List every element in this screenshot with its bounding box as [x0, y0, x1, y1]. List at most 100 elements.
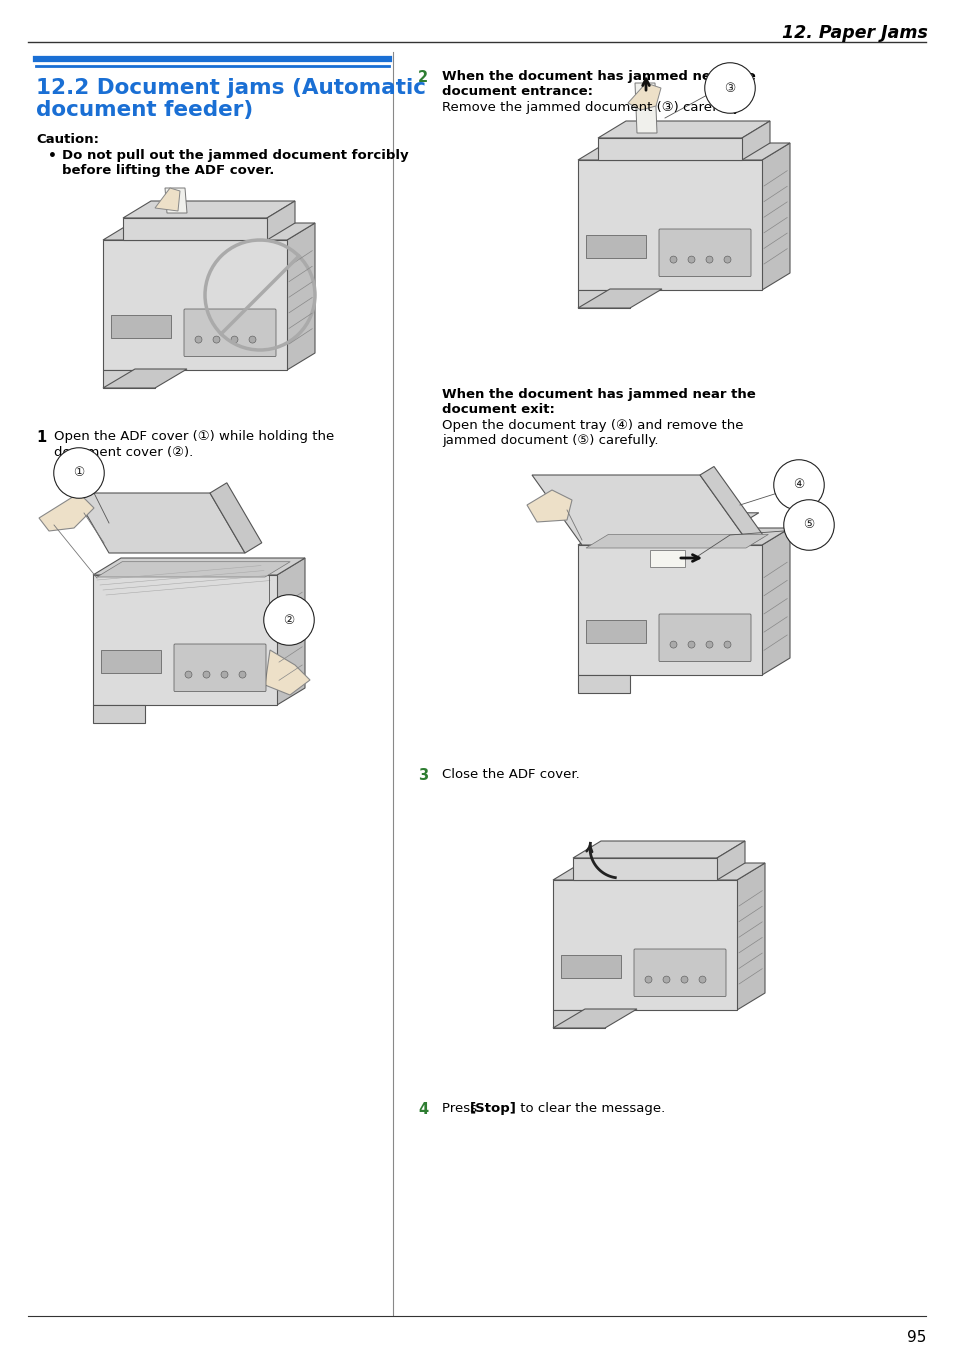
Polygon shape — [635, 84, 657, 133]
Polygon shape — [532, 474, 749, 545]
Text: •: • — [48, 150, 57, 163]
Circle shape — [194, 336, 202, 344]
Text: Caution:: Caution: — [36, 133, 99, 146]
Polygon shape — [210, 483, 261, 553]
Polygon shape — [103, 369, 187, 388]
Text: 3: 3 — [417, 768, 428, 783]
Text: Close the ADF cover.: Close the ADF cover. — [441, 768, 579, 780]
Polygon shape — [154, 187, 180, 212]
Text: 1: 1 — [36, 430, 46, 445]
Polygon shape — [578, 288, 661, 307]
Circle shape — [644, 976, 651, 983]
Text: Open the document tray (④) and remove the: Open the document tray (④) and remove th… — [441, 419, 742, 431]
Circle shape — [203, 671, 210, 678]
Polygon shape — [92, 705, 145, 723]
FancyBboxPatch shape — [659, 229, 750, 276]
Polygon shape — [578, 160, 761, 290]
Circle shape — [221, 671, 228, 678]
Polygon shape — [92, 576, 276, 705]
Polygon shape — [573, 857, 717, 880]
Polygon shape — [553, 863, 764, 880]
Text: [Stop]: [Stop] — [470, 1103, 517, 1115]
Polygon shape — [737, 863, 764, 1010]
Polygon shape — [103, 369, 154, 388]
Circle shape — [723, 642, 730, 648]
Text: 4: 4 — [417, 1103, 428, 1117]
Circle shape — [249, 336, 255, 344]
Polygon shape — [165, 187, 187, 213]
Circle shape — [680, 976, 687, 983]
Text: Remove the jammed document (③) carefully.: Remove the jammed document (③) carefully… — [441, 101, 742, 115]
Text: document exit:: document exit: — [441, 403, 555, 417]
Polygon shape — [578, 528, 789, 545]
Text: ④: ④ — [793, 479, 803, 492]
Polygon shape — [578, 290, 629, 307]
Circle shape — [213, 336, 220, 344]
Polygon shape — [123, 218, 267, 240]
Text: to clear the message.: to clear the message. — [516, 1103, 664, 1115]
FancyBboxPatch shape — [184, 309, 275, 356]
Polygon shape — [598, 137, 741, 160]
Text: ①: ① — [73, 466, 85, 480]
Circle shape — [705, 642, 712, 648]
Text: 12. Paper Jams: 12. Paper Jams — [781, 24, 927, 42]
FancyBboxPatch shape — [659, 613, 750, 662]
Text: ②: ② — [283, 613, 294, 627]
Polygon shape — [553, 1010, 637, 1029]
Circle shape — [185, 671, 192, 678]
Circle shape — [669, 642, 677, 648]
Text: 12.2 Document jams (Automatic: 12.2 Document jams (Automatic — [36, 78, 426, 98]
Polygon shape — [265, 650, 310, 696]
Polygon shape — [578, 545, 761, 675]
Polygon shape — [74, 493, 245, 553]
Polygon shape — [39, 493, 94, 531]
Polygon shape — [526, 491, 572, 522]
Polygon shape — [700, 466, 763, 545]
Polygon shape — [585, 534, 767, 549]
Polygon shape — [578, 675, 629, 693]
Bar — [560, 954, 620, 979]
Text: 95: 95 — [905, 1330, 925, 1345]
Text: Open the ADF cover (①) while holding the: Open the ADF cover (①) while holding the — [54, 430, 334, 443]
Text: When the document has jammed near the: When the document has jammed near the — [441, 70, 755, 84]
Text: When the document has jammed near the: When the document has jammed near the — [441, 388, 755, 400]
Polygon shape — [123, 201, 294, 218]
Polygon shape — [573, 841, 744, 857]
Bar — [111, 315, 171, 338]
Polygon shape — [598, 121, 769, 137]
Circle shape — [723, 256, 730, 263]
Polygon shape — [578, 143, 789, 160]
Circle shape — [687, 642, 695, 648]
Text: document entrance:: document entrance: — [441, 85, 593, 98]
Polygon shape — [553, 1010, 604, 1029]
Circle shape — [231, 336, 237, 344]
FancyBboxPatch shape — [634, 949, 725, 996]
Polygon shape — [627, 84, 660, 111]
Text: ⑤: ⑤ — [802, 519, 814, 531]
Circle shape — [669, 256, 677, 263]
Circle shape — [239, 671, 246, 678]
Polygon shape — [276, 558, 305, 705]
Polygon shape — [598, 512, 758, 523]
Bar — [585, 235, 645, 259]
Text: Press: Press — [441, 1103, 480, 1115]
Text: 2: 2 — [417, 70, 428, 85]
Polygon shape — [103, 240, 287, 369]
Polygon shape — [287, 222, 314, 369]
Polygon shape — [92, 558, 305, 576]
Circle shape — [662, 976, 669, 983]
Polygon shape — [717, 841, 744, 880]
Polygon shape — [267, 201, 294, 240]
Text: before lifting the ADF cover.: before lifting the ADF cover. — [62, 164, 274, 177]
Polygon shape — [553, 880, 737, 1010]
FancyBboxPatch shape — [173, 644, 266, 692]
Polygon shape — [649, 550, 684, 568]
Polygon shape — [761, 528, 789, 675]
Bar — [101, 650, 161, 674]
Text: document feeder): document feeder) — [36, 100, 253, 120]
Bar — [585, 620, 645, 643]
Polygon shape — [103, 222, 314, 240]
Circle shape — [687, 256, 695, 263]
Text: ③: ③ — [723, 81, 735, 94]
Polygon shape — [761, 143, 789, 290]
